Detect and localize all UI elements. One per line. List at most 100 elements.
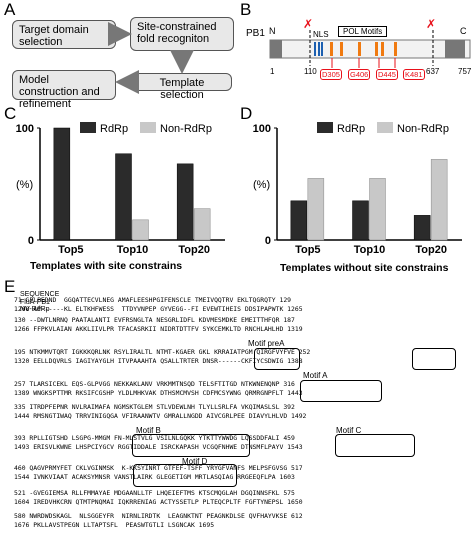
chart-c-ytick-label: 100 xyxy=(16,123,34,135)
chart-d-ytick-label: 0 xyxy=(265,235,271,247)
seq-line: 1676 PKLLAVSTPEGN LLTAPTSFL PEASWTGTLI L… xyxy=(14,521,215,529)
chart-c-bar-rdrp-top10 xyxy=(115,153,132,241)
nls-label: NLS xyxy=(313,30,329,39)
chart-c-ylabel: (%) xyxy=(16,179,33,191)
seq-line: 1266 FFPKVLAIAN AKKLIIVLPR TFACASRKII NI… xyxy=(14,325,303,333)
chart-c-bar-rdrp-top5 xyxy=(53,127,71,241)
seq-line: 1320 EELLDQVRLS IAGIYAYGLH ITVPAAAHTA QS… xyxy=(14,357,303,365)
motif-c-box xyxy=(335,434,415,457)
seq-line: 1389 WNGKSPTTMR RKSIFCGSHP YLDLMHKVAK DT… xyxy=(14,389,303,397)
seq-line: 580 NWRDWDSKAGL NLSGGEYFR NIRNLIRDTK LEA… xyxy=(14,512,303,520)
chart-d: 100 0 (%) Top5 Top10 Top20 RdRp Non-RdRp xyxy=(253,122,462,256)
chart-c-legend-swatch-non-rdrp xyxy=(140,122,156,133)
chart-d-ytick-label: 100 xyxy=(253,123,271,135)
domain-diagram-svg: ✗ ✗ xyxy=(269,17,471,68)
panel-label-b: B xyxy=(240,0,252,19)
flow-arrows xyxy=(108,22,194,94)
seq-line: 335 ITRDPFEPNR NVLRAIMAFA NGMSKTGLEM STL… xyxy=(14,403,295,411)
seq-line: 1208 AP------KL ELTKHFWESS TTDYVNPEP GYV… xyxy=(14,305,303,313)
motif-a-label: Motif A xyxy=(303,371,328,380)
chart-c-xtick-label: Top10 xyxy=(117,244,149,256)
residue-k481: K481 xyxy=(403,69,425,80)
chart-c-bar-rdrp-top20 xyxy=(176,163,194,241)
seq-line: 393 RPLLIGTSHD LSGPG-MMGM FN-MLSTVLG VSI… xyxy=(14,434,295,442)
motif-prea-box-1 xyxy=(254,348,300,370)
chart-d-bar-rdrp-top20 xyxy=(413,215,431,241)
panel-label-e: E xyxy=(4,277,16,296)
n-terminus-label: N xyxy=(269,26,276,36)
motif-d-box xyxy=(133,464,237,487)
flow-box-target-domain: Target domain selection xyxy=(12,20,116,49)
seq-line: 71 GPLPEDND GGQATTECVLNEG AMAFLEESHPGIFE… xyxy=(14,296,292,304)
chart-c-xtick-label: Top20 xyxy=(178,244,210,256)
nls-stripe-1 xyxy=(314,42,316,56)
chart-d-bar-non-rdrp-top20 xyxy=(430,159,448,241)
chart-c-bar-non-rdrp-top20 xyxy=(193,208,211,241)
seq-title: SEQUENCE xyxy=(20,291,60,298)
residue-g406: G406 xyxy=(348,69,371,80)
panel-label-d: D xyxy=(240,104,253,123)
panel-e-alignment: SEQUENCE FluA-PB1 NV-RdRp 71 GPLPEDND GG… xyxy=(0,291,474,533)
seq-line: 460 QAGVPRMYFET CKLVGINMSK K-KKSYINRT GT… xyxy=(14,464,303,472)
chart-c-caption: Templates with site constrains xyxy=(30,260,183,272)
seq-line: 195 NTKMMVTQRT IGKKKQRLNK RSYLIRALTL NTM… xyxy=(14,348,311,356)
chart-d-legend-label: RdRp xyxy=(337,123,365,135)
chart-c-legend-label: RdRp xyxy=(100,123,128,135)
seq-name-nv: NV-RdRp xyxy=(20,306,50,313)
cut-mark-2: ✗ xyxy=(426,17,436,31)
motif-d-label: Motif D xyxy=(182,457,208,466)
seq-line: 1493 ERISVLKWNE LHSPCIYGCV RGGTIDDALE IS… xyxy=(14,443,303,451)
c-terminus-label: C xyxy=(460,26,467,36)
residue-d445: D445 xyxy=(376,69,398,80)
chart-d-legend-swatch-rdrp xyxy=(317,122,333,133)
nls-stripe-3 xyxy=(321,42,323,56)
seq-line: 257 TLARSICEKL EQS-GLPVGG NEKKAKLANV VRK… xyxy=(14,380,295,388)
chart-d-bar-non-rdrp-top10 xyxy=(369,178,386,241)
motif-stripe-6 xyxy=(394,42,397,56)
flow-box-model-construction: Model construction and refinement xyxy=(12,70,116,110)
motif-stripe-4 xyxy=(375,42,378,56)
chart-d-bar-non-rdrp-top5 xyxy=(307,178,325,241)
motif-stripe-3 xyxy=(358,42,361,56)
chart-d-bar-rdrp-top10 xyxy=(352,200,369,241)
chart-c-ytick-label: 0 xyxy=(28,235,34,247)
pos-1: 1 xyxy=(270,67,275,76)
seq-line: 130 --DWTLNRNQ PAATALANTI EVFRSNGLTA NES… xyxy=(14,316,295,324)
chart-c-legend-swatch-rdrp xyxy=(80,122,96,133)
chart-d-xtick-label: Top20 xyxy=(415,244,447,256)
cut-mark-1: ✗ xyxy=(303,17,313,31)
motif-b-box xyxy=(132,434,250,457)
pos-637: 637 xyxy=(426,67,440,76)
motif-stripe-2 xyxy=(340,42,343,56)
chart-c-xtick-label: Top5 xyxy=(58,244,83,256)
pos-110: 110 xyxy=(304,67,317,76)
pb1-body xyxy=(269,39,471,59)
chart-c: 100 0 (%) Top5 Top10 Top20 RdRp Non-RdRp xyxy=(16,122,225,256)
seq-line: 1604 IREDVHKCRN QTMTPNQMAI IQKRRENIAG AC… xyxy=(14,498,303,506)
motif-a-box xyxy=(300,380,382,402)
seq-line: 521 -GVEGIEMSA RLLFMMAYAE MDGAANLLTF LHQ… xyxy=(14,489,295,497)
chart-c-bar-non-rdrp-top10 xyxy=(132,219,149,241)
motif-stripe-5 xyxy=(381,42,384,56)
chart-d-caption: Templates without site constrains xyxy=(280,262,449,274)
pol-motifs-label: POL Motifs xyxy=(338,26,388,37)
panel-label-a: A xyxy=(4,0,16,19)
motif-prea-box-2 xyxy=(412,348,456,370)
seq-line: 1444 RMSNGTIWAQ TRRVINIGQGA VFIRAANWTV G… xyxy=(14,412,307,420)
motif-b-label: Motif B xyxy=(136,426,161,435)
chart-d-legend-swatch-non-rdrp xyxy=(377,122,393,133)
chart-d-ylabel: (%) xyxy=(253,179,270,191)
motif-stripe-1 xyxy=(330,42,333,56)
chart-d-legend-label: Non-RdRp xyxy=(397,123,449,135)
protein-label: PB1 xyxy=(246,28,265,39)
n-term-block xyxy=(270,40,282,58)
panel-label-c: C xyxy=(4,104,17,123)
nls-stripe-2 xyxy=(318,42,320,56)
motif-prea-label: Motif preA xyxy=(248,339,285,348)
c-term-block xyxy=(445,40,465,58)
chart-d-xtick-label: Top5 xyxy=(295,244,320,256)
motif-c-label: Motif C xyxy=(336,426,362,435)
seq-name-flua: FluA-PB1 xyxy=(20,299,50,306)
chart-d-xtick-label: Top10 xyxy=(354,244,386,256)
residue-d305: D305 xyxy=(320,69,342,80)
